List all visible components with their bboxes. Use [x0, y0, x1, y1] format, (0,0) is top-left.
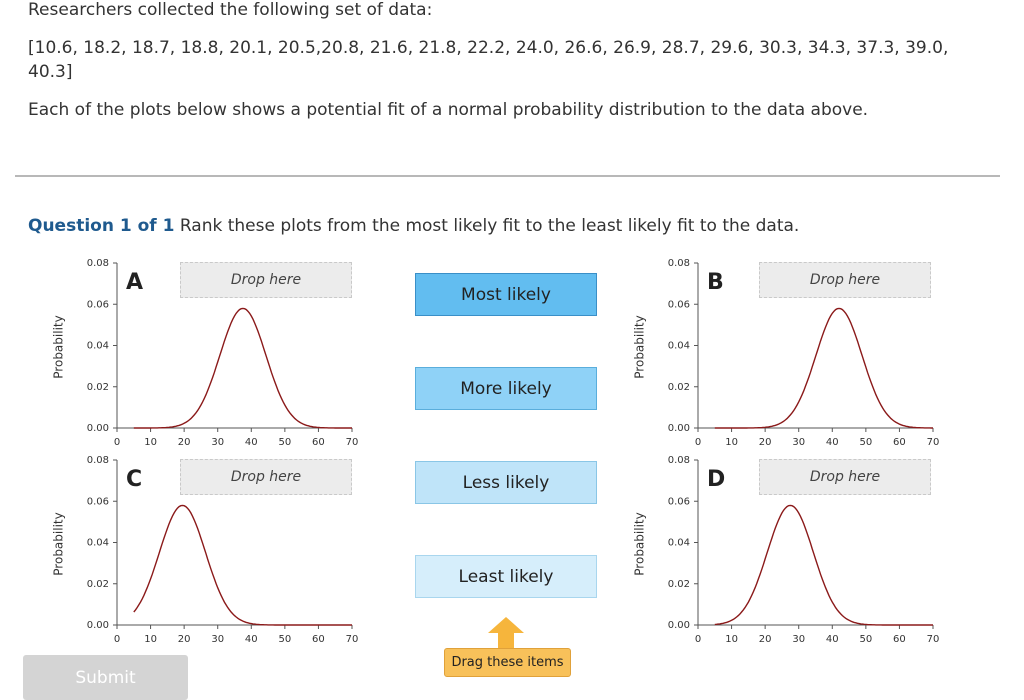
plot-d-chart: 0.00 0.02 0.04 0.06 0.08 0 10 20 30 40 50 60 70	[668, 455, 940, 645]
plot-a-chart: 0.00 0.02 0.04 0.06 0.08 0 10 20 30 40 50 60 70	[87, 258, 359, 448]
y-tick-label: 0.06	[87, 496, 109, 507]
intro-line: Researchers collected the following set …	[28, 0, 433, 20]
x-tick-label: 30	[211, 437, 224, 448]
submit-button[interactable]: Submit	[23, 655, 188, 700]
x-tick-label: 0	[695, 437, 701, 448]
x-tick-label: 60	[312, 437, 325, 448]
x-tick-label: 10	[144, 634, 157, 645]
question-header: Question 1 of 1 Rank these plots from th…	[28, 216, 799, 236]
y-tick-label: 0.02	[668, 382, 690, 393]
x-tick-label: 70	[346, 437, 359, 448]
plot-d: Probability 0.00 0.02 0.04 0.06 0.08 0 10 20 30 4…	[633, 455, 951, 650]
normal-curve	[133, 504, 352, 626]
normal-curve	[714, 307, 933, 429]
y-tick-label: 0.06	[668, 299, 690, 310]
plot-b-chart: 0.00 0.02 0.04 0.06 0.08 0 10 20 30 40 50 60 70	[668, 258, 940, 448]
plot-label: B	[707, 270, 724, 295]
x-tick-label: 40	[245, 437, 258, 448]
y-tick-label: 0.00	[87, 423, 109, 434]
y-tick-label: 0.02	[668, 579, 690, 590]
x-tick-label: 0	[114, 437, 120, 448]
x-tick-label: 40	[245, 634, 258, 645]
y-tick-label: 0.08	[668, 455, 690, 466]
x-tick-label: 50	[859, 437, 872, 448]
data-values-line-2: 40.3]	[28, 62, 73, 82]
drop-zone-c[interactable]: Drop here	[180, 459, 352, 495]
y-tick-label: 0.04	[668, 538, 690, 549]
plot-c: Probability 0.00 0.02 0.04 0.06 0.08 0 10 20 30 4…	[52, 455, 370, 650]
x-tick-label: 20	[759, 437, 772, 448]
y-tick-label: 0.06	[87, 299, 109, 310]
instruction-line: Each of the plots below shows a potentia…	[28, 100, 869, 120]
x-tick-label: 70	[927, 634, 940, 645]
x-tick-label: 10	[144, 437, 157, 448]
drop-zone-a[interactable]: Drop here	[180, 262, 352, 298]
rank-item-least-likely[interactable]: Least likely	[415, 555, 597, 598]
x-tick-label: 10	[725, 437, 738, 448]
y-tick-label: 0.08	[87, 258, 109, 269]
y-tick-label: 0.00	[87, 620, 109, 631]
plot-c-chart: 0.00 0.02 0.04 0.06 0.08 0 10 20 30 40 50 60 70	[87, 455, 359, 645]
drop-zone-b[interactable]: Drop here	[759, 262, 931, 298]
x-tick-label: 40	[826, 437, 839, 448]
x-tick-label: 50	[278, 634, 291, 645]
drop-zone-d[interactable]: Drop here	[759, 459, 931, 495]
x-tick-label: 20	[178, 634, 191, 645]
x-tick-label: 60	[893, 437, 906, 448]
x-tick-label: 50	[278, 437, 291, 448]
normal-curve	[133, 307, 352, 429]
rank-item-less-likely[interactable]: Less likely	[415, 461, 597, 504]
section-divider	[15, 175, 1000, 177]
x-tick-label: 60	[893, 634, 906, 645]
plot-label: D	[707, 467, 726, 492]
y-tick-label: 0.08	[668, 258, 690, 269]
y-tick-label: 0.00	[668, 620, 690, 631]
data-values-line-1: [10.6, 18.2, 18.7, 18.8, 20.1, 20.5,20.8…	[28, 38, 949, 58]
y-tick-label: 0.00	[668, 423, 690, 434]
x-tick-label: 20	[759, 634, 772, 645]
plot-label: C	[126, 467, 143, 492]
plot-b: Probability 0.00 0.02 0.04 0.06 0.08 0 10 20 30 4…	[633, 258, 951, 453]
y-tick-label: 0.02	[87, 579, 109, 590]
x-tick-label: 70	[927, 437, 940, 448]
y-tick-label: 0.08	[87, 455, 109, 466]
arrow-up-icon	[488, 617, 524, 649]
x-tick-label: 50	[859, 634, 872, 645]
plot-label: A	[126, 270, 144, 295]
x-tick-label: 30	[792, 634, 805, 645]
y-tick-label: 0.06	[668, 496, 690, 507]
plot-a: Probability 0.00 0.02 0.04 0.06 0.08 0 10 20 30 4…	[52, 258, 370, 453]
y-tick-label: 0.04	[87, 538, 109, 549]
rank-item-more-likely[interactable]: More likely	[415, 367, 597, 410]
x-tick-label: 20	[178, 437, 191, 448]
x-tick-label: 30	[792, 437, 805, 448]
rank-item-most-likely[interactable]: Most likely	[415, 273, 597, 316]
question-number: Question 1 of 1	[28, 216, 175, 236]
y-tick-label: 0.04	[87, 341, 109, 352]
x-tick-label: 0	[114, 634, 120, 645]
y-tick-label: 0.04	[668, 341, 690, 352]
x-tick-label: 40	[826, 634, 839, 645]
x-tick-label: 60	[312, 634, 325, 645]
question-prompt: Rank these plots from the most likely fi…	[179, 216, 800, 236]
y-tick-label: 0.02	[87, 382, 109, 393]
x-tick-label: 70	[346, 634, 359, 645]
x-tick-label: 0	[695, 634, 701, 645]
normal-curve	[714, 504, 933, 626]
x-tick-label: 30	[211, 634, 224, 645]
drag-hint: Drag these items	[444, 648, 571, 677]
x-tick-label: 10	[725, 634, 738, 645]
